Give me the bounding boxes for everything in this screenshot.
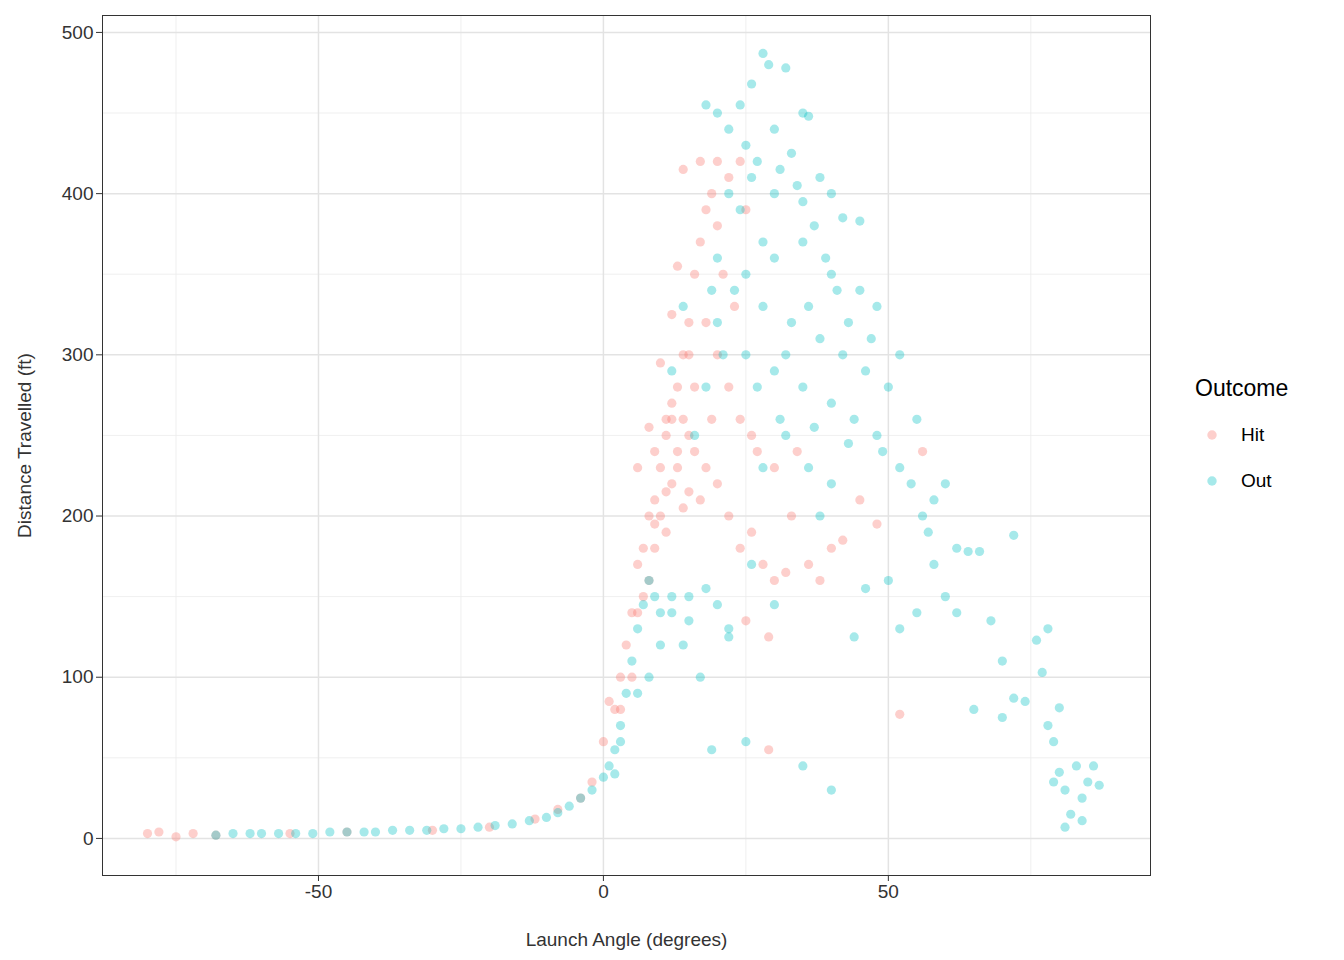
svg-text:0: 0 — [598, 881, 609, 902]
svg-text:100: 100 — [62, 666, 94, 687]
svg-text:500: 500 — [62, 22, 94, 43]
svg-text:-50: -50 — [305, 881, 332, 902]
svg-text:300: 300 — [62, 344, 94, 365]
svg-text:0: 0 — [83, 828, 94, 849]
svg-text:200: 200 — [62, 505, 94, 526]
html-text:Out: Out — [1241, 470, 1272, 491]
svg-text:50: 50 — [878, 881, 899, 902]
html-text:Outcome: Outcome — [1195, 375, 1289, 401]
svg-text:Launch Angle (degrees): Launch Angle (degrees) — [526, 929, 728, 950]
html-text:Hit: Hit — [1241, 424, 1265, 445]
svg-text:400: 400 — [62, 183, 94, 204]
svg-text:Distance Travelled (ft): Distance Travelled (ft) — [14, 353, 35, 538]
